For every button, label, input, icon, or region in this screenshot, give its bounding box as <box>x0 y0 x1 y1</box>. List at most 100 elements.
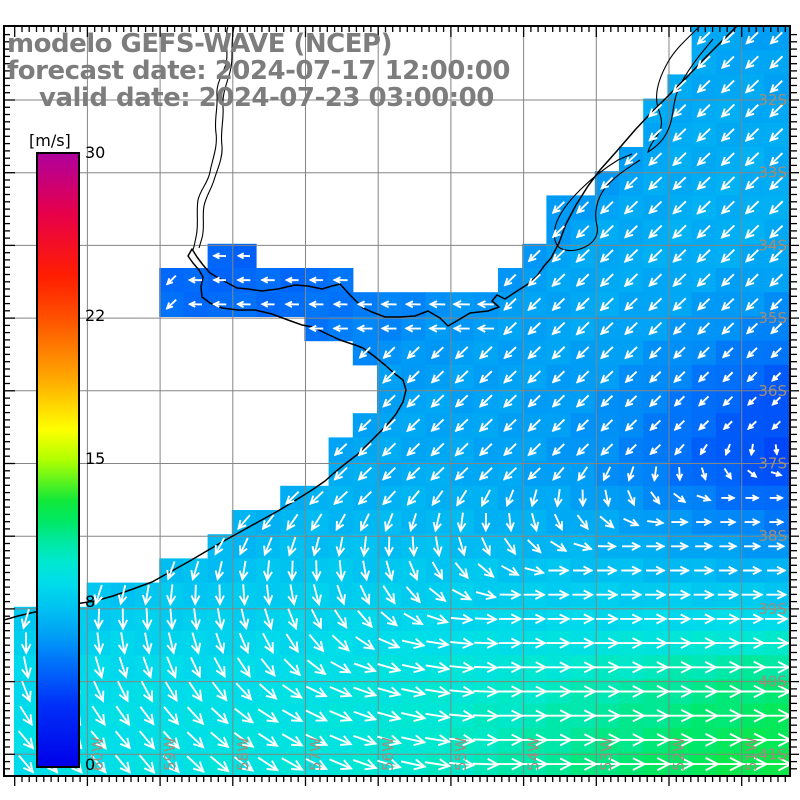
wave-arrow <box>646 541 666 551</box>
wave-arrow <box>675 467 684 482</box>
wave-arrow <box>769 79 783 94</box>
wave-arrow <box>575 370 590 384</box>
wave-arrow <box>214 560 225 581</box>
wave-arrow <box>721 494 736 502</box>
wave-arrow <box>696 224 711 239</box>
wave-arrow <box>602 489 612 508</box>
wave-arrow <box>600 176 614 190</box>
wave-arrow <box>673 395 686 407</box>
wave-arrow <box>527 273 541 287</box>
wave-arrow <box>716 613 741 625</box>
wave-arrow <box>478 394 493 408</box>
wave-arrow <box>142 632 153 655</box>
wave-arrow <box>602 466 612 482</box>
wave-arrow <box>521 661 548 674</box>
wave-arrow <box>400 710 427 722</box>
wave-arrow <box>310 513 323 532</box>
wave-arrow <box>454 562 469 580</box>
latitude-label: 37S <box>758 455 787 473</box>
wave-arrow <box>400 758 427 771</box>
wave-arrow <box>332 300 348 308</box>
wave-arrow <box>332 324 348 333</box>
wave-arrow <box>450 637 475 649</box>
wave-arrow <box>359 513 370 532</box>
wave-arrow <box>336 584 346 606</box>
wave-arrow <box>721 347 734 359</box>
wave-arrow <box>720 224 736 239</box>
wave-arrow <box>769 200 784 215</box>
wave-arrow <box>140 680 154 703</box>
wave-arrow <box>720 518 737 527</box>
wave-arrow <box>596 589 619 600</box>
wave-arrow <box>93 632 105 655</box>
wave-arrow <box>624 297 638 311</box>
wave-arrow <box>551 273 566 287</box>
wave-arrow <box>450 613 474 625</box>
wave-arrow <box>575 225 590 239</box>
wave-arrow <box>382 585 396 605</box>
wave-arrow <box>551 321 566 336</box>
wave-arrow <box>696 31 711 45</box>
wave-arrow <box>672 176 687 191</box>
longitude-label: 58W <box>234 737 252 771</box>
wave-arrow <box>550 540 568 553</box>
wave-arrow <box>720 103 736 118</box>
wave-arrow <box>672 200 687 215</box>
wave-arrow <box>721 297 735 311</box>
wave-arrow <box>452 324 470 333</box>
wave-arrow <box>697 346 710 359</box>
wave-arrow <box>358 346 371 359</box>
wave-arrow <box>553 489 563 508</box>
latlon-gridlines <box>4 26 790 776</box>
wave-arrow <box>599 321 614 336</box>
wave-arrow <box>93 584 104 606</box>
wave-arrow <box>768 542 786 551</box>
wave-arrow <box>745 273 759 287</box>
wave-arrow <box>428 324 446 333</box>
wave-arrow <box>162 730 181 750</box>
wave-arrow <box>457 536 467 557</box>
wave-arrow <box>770 347 782 359</box>
wave-arrow <box>114 754 132 774</box>
wave-arrow <box>696 273 711 287</box>
wave-arrow <box>359 536 370 558</box>
wave-arrow <box>745 31 759 45</box>
colorbar-tick-label: 0 <box>85 755 96 774</box>
wave-arrow <box>667 637 693 649</box>
wave-arrow <box>546 637 572 649</box>
wave-arrow <box>769 224 784 239</box>
wave-arrow <box>287 608 298 631</box>
wave-arrow <box>551 225 565 239</box>
wave-arrow <box>621 565 643 576</box>
wave-arrow <box>672 128 687 142</box>
wave-arrow <box>360 560 370 582</box>
wave-arrow <box>355 636 376 651</box>
wave-arrow <box>722 395 734 407</box>
wave-arrow <box>745 249 759 263</box>
longitude-label: 51W <box>743 737 761 771</box>
wave-arrow <box>353 686 378 698</box>
wave-arrow <box>503 346 517 360</box>
wave-arrow <box>769 128 784 142</box>
wave-arrow <box>668 613 692 625</box>
latitude-label: 34S <box>758 236 787 254</box>
wave-arrow <box>305 758 329 771</box>
wave-arrow <box>408 560 419 582</box>
wave-arrow <box>692 613 716 625</box>
wave-arrow <box>722 420 733 431</box>
wave-arrow <box>501 565 520 576</box>
wave-arrow <box>527 467 541 481</box>
wave-arrow <box>166 656 178 679</box>
wave-arrow <box>527 249 541 263</box>
wave-arrow <box>239 608 250 631</box>
wave-arrow <box>503 273 517 287</box>
wave-arrow <box>381 442 397 457</box>
wave-arrow <box>425 734 451 747</box>
wave-arrow <box>91 705 106 727</box>
wave-arrow <box>649 419 662 431</box>
wave-arrow <box>771 420 782 431</box>
longitude-label: 60W <box>88 737 106 771</box>
wave-arrow <box>551 370 566 384</box>
longitude-label: 56W <box>379 737 397 771</box>
wave-arrow <box>141 608 153 631</box>
